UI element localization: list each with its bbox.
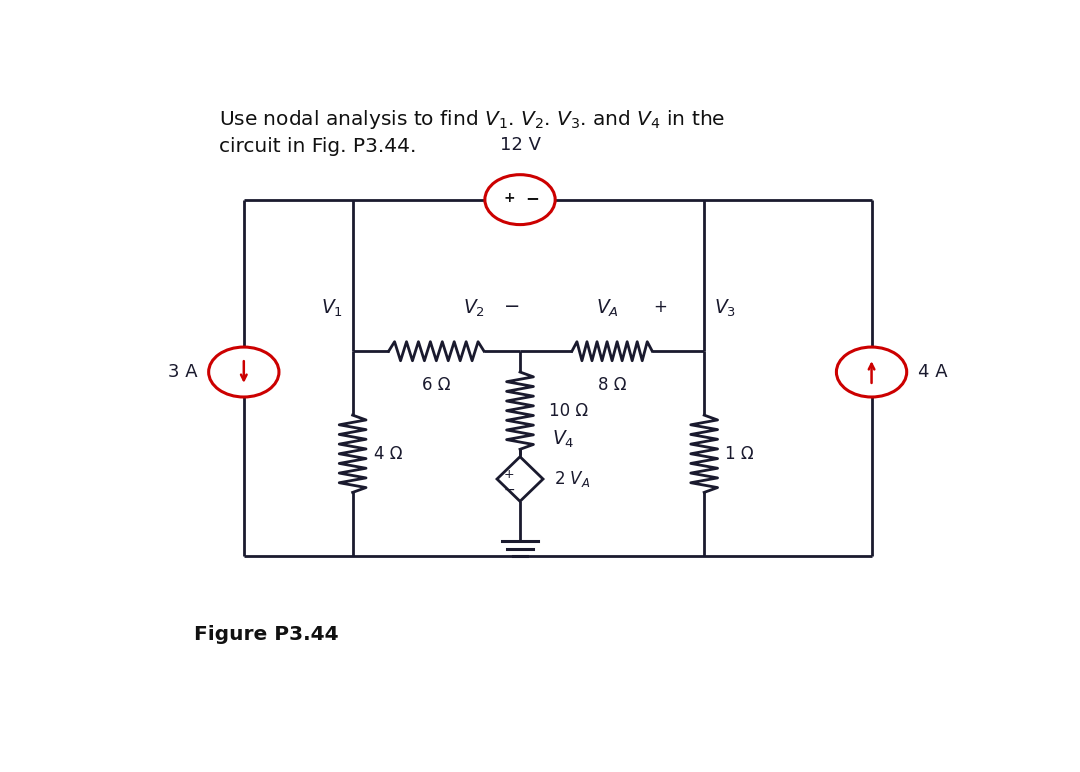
- Text: $V_A$: $V_A$: [596, 297, 619, 319]
- Text: 6 Ω: 6 Ω: [422, 376, 450, 394]
- Text: $V_3$: $V_3$: [714, 297, 737, 319]
- Text: circuit in Fig. P3.44.: circuit in Fig. P3.44.: [218, 137, 416, 156]
- Text: 12 V: 12 V: [500, 136, 540, 154]
- Text: 10 Ω: 10 Ω: [550, 401, 589, 420]
- Text: −: −: [525, 189, 539, 207]
- Text: −: −: [503, 296, 519, 316]
- Text: Use nodal analysis to find $V_1$. $V_2$. $V_3$. and $V_4$ in the: Use nodal analysis to find $V_1$. $V_2$.…: [218, 107, 725, 130]
- Text: 1 Ω: 1 Ω: [725, 445, 754, 462]
- Text: Figure P3.44: Figure P3.44: [193, 625, 338, 644]
- Text: −: −: [503, 482, 515, 496]
- Text: +: +: [503, 191, 515, 205]
- Text: $V_1$: $V_1$: [321, 297, 342, 319]
- Text: $V_2$: $V_2$: [463, 297, 485, 319]
- Text: 8 Ω: 8 Ω: [598, 376, 626, 394]
- Text: 4 Ω: 4 Ω: [374, 445, 402, 462]
- Text: $V_4$: $V_4$: [552, 428, 575, 450]
- Text: 4 A: 4 A: [918, 363, 947, 381]
- Text: 3 A: 3 A: [168, 363, 198, 381]
- Text: $2\ V_A$: $2\ V_A$: [554, 469, 590, 489]
- Text: +: +: [504, 468, 514, 481]
- Text: +: +: [653, 297, 667, 316]
